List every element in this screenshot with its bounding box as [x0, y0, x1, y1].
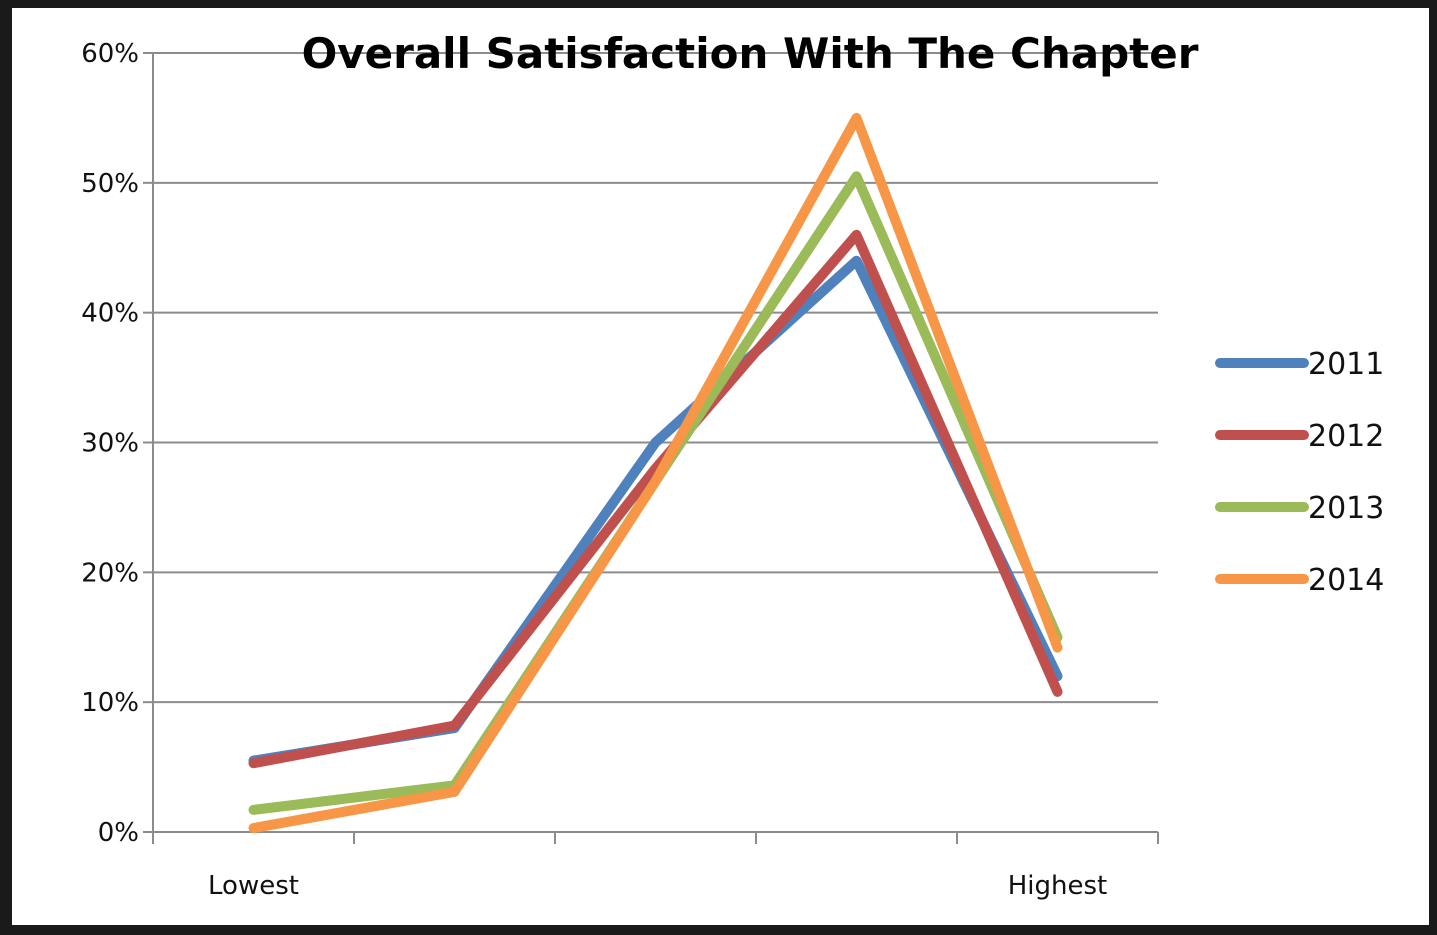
series-line-2014	[248, 112, 1063, 834]
y-tick-label: 50%	[81, 169, 139, 199]
y-tick-label: 20%	[81, 558, 139, 588]
legend: 2011 2012 2013 2014	[1215, 347, 1384, 598]
x-tick-label: Lowest	[208, 871, 299, 901]
y-tick-label: 40%	[81, 299, 139, 329]
chart-title: Overall Satisfaction With The Chapter	[302, 29, 1199, 78]
y-tick-label: 60%	[81, 39, 139, 69]
y-tick-labels: 0% 10% 20% 30% 40% 50% 60%	[81, 39, 139, 848]
legend-label: 2013	[1308, 491, 1384, 526]
legend-label: 2014	[1308, 563, 1384, 598]
series-line-2013	[248, 171, 1063, 815]
series-line-2012	[248, 229, 1063, 769]
y-tick-label: 30%	[81, 429, 139, 459]
x-tick-labels: Lowest Highest	[208, 871, 1107, 901]
series-lines	[248, 112, 1063, 834]
y-tick-label: 10%	[81, 688, 139, 718]
axes	[143, 52, 1159, 844]
gridlines	[153, 52, 1158, 704]
line-chart: 0%10%20%30%40%50%60% Lowest Highest 20112…	[81, 29, 1384, 901]
legend-label: 2012	[1308, 419, 1384, 454]
x-tick-label: Highest	[1008, 871, 1108, 901]
chart-area: 0% 10% 20% 30% 40% 50% 60% Lowest Highest 2011 2…	[12, 8, 1429, 925]
y-tick-label: 0%	[98, 818, 139, 848]
legend-label: 2011	[1308, 347, 1384, 382]
